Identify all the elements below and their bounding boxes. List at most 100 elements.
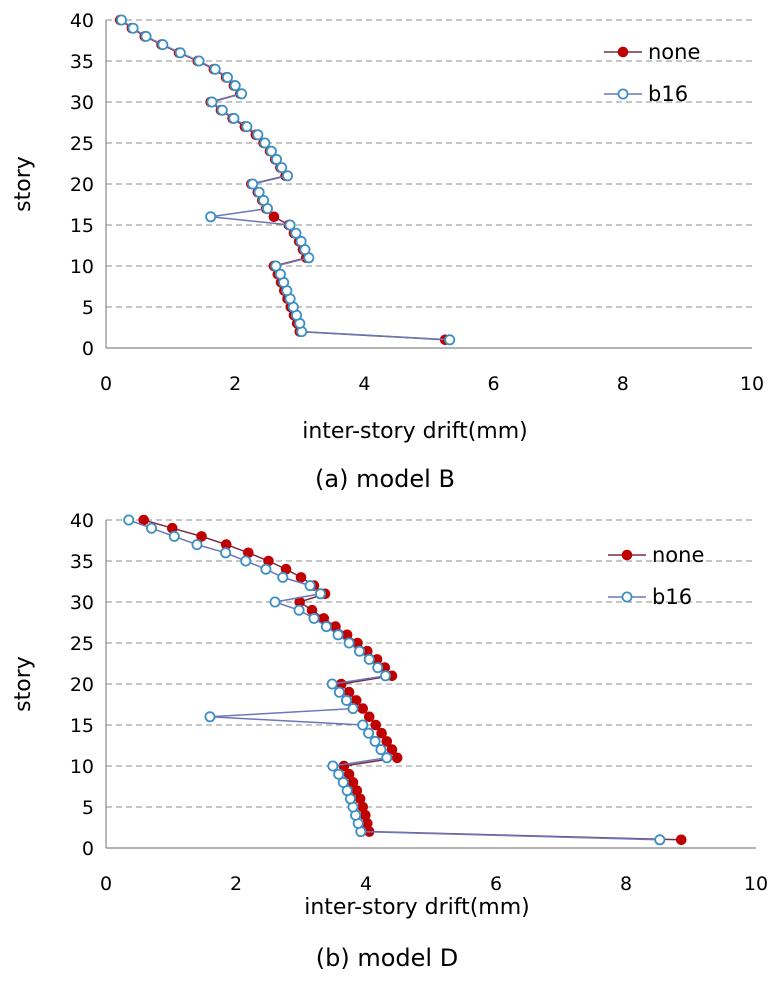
data-point-none (381, 736, 393, 747)
data-point-none (675, 834, 687, 846)
data-point-b16 (252, 129, 264, 141)
data-point-b16 (357, 719, 369, 731)
data-point-b16 (327, 760, 339, 772)
data-point-none (363, 711, 375, 723)
data-point-b16 (206, 96, 218, 108)
data-point-b16 (123, 514, 135, 526)
x-tick-label: 8 (620, 873, 632, 895)
figure-caption: (a) model B (315, 465, 455, 493)
data-point-none (391, 752, 403, 764)
x-tick-label: 10 (740, 373, 764, 395)
y-tick-label: 35 (70, 51, 94, 73)
data-point-b16 (333, 768, 345, 780)
y-tick-label: 30 (70, 592, 94, 614)
data-point-b16 (193, 55, 205, 67)
data-point-b16 (174, 47, 186, 59)
y-tick-label: 40 (70, 10, 94, 32)
data-point-b16 (375, 744, 387, 756)
data-point-b16 (277, 571, 289, 583)
data-point-b16 (326, 678, 338, 690)
y-axis-title: story (11, 656, 36, 712)
data-point-b16 (270, 260, 282, 272)
data-point-none (196, 531, 207, 542)
x-tick-label: 0 (100, 873, 112, 895)
data-point-b16 (379, 670, 391, 682)
data-point-none (370, 719, 382, 731)
data-point-b16 (293, 604, 305, 616)
x-axis-title: inter-story drift(mm) (304, 895, 530, 920)
data-point-b16 (654, 834, 666, 846)
data-point-b16 (276, 162, 288, 174)
data-point-b16 (320, 621, 332, 633)
legend-label-none: none (652, 543, 704, 567)
data-point-b16 (191, 539, 203, 551)
data-point-b16 (241, 121, 253, 133)
data-point-b16 (140, 30, 152, 42)
data-point-b16 (314, 588, 326, 600)
y-tick-label: 25 (70, 633, 94, 655)
data-point-b16 (337, 776, 349, 788)
x-tick-label: 2 (229, 373, 241, 395)
data-point-b16 (363, 727, 375, 739)
x-tick-label: 6 (490, 873, 502, 895)
data-point-b16 (127, 22, 139, 34)
legend-label-none: none (648, 40, 700, 64)
data-point-b16 (259, 137, 271, 149)
data-point-b16 (271, 153, 283, 165)
data-point-b16 (269, 596, 281, 608)
data-point-b16 (290, 227, 302, 239)
data-point-b16 (333, 686, 345, 698)
legend-label-b16: b16 (648, 82, 688, 106)
data-point-b16 (340, 694, 352, 706)
data-point-b16 (381, 752, 393, 764)
data-point-b16 (347, 703, 359, 715)
y-tick-label: 15 (70, 215, 94, 237)
x-tick-label: 10 (744, 873, 768, 895)
data-point-b16 (240, 555, 252, 567)
data-point-none (343, 768, 355, 780)
y-tick-label: 35 (70, 551, 94, 573)
data-point-b16 (205, 211, 217, 223)
legend-label-b16: b16 (652, 585, 692, 609)
data-point-b16 (282, 170, 294, 182)
y-tick-label: 30 (70, 92, 94, 114)
data-point-b16 (332, 629, 344, 641)
data-point-b16 (216, 104, 228, 116)
legend-marker-none (617, 46, 629, 58)
data-point-b16 (353, 645, 365, 657)
data-point-b16 (220, 547, 232, 559)
y-tick-label: 25 (70, 133, 94, 155)
data-point-b16 (444, 334, 456, 346)
data-point-b16 (236, 88, 248, 100)
data-point-none (376, 727, 387, 739)
chart-panel-b: 0 5 10 15 20 25 30 35 40 0 2 4 6 8 10 story inter-story … (11, 510, 768, 972)
y-tick-label: 40 (70, 510, 94, 532)
x-tick-label: 2 (230, 873, 242, 895)
data-point-b16 (260, 563, 272, 575)
y-tick-label: 10 (70, 256, 94, 278)
data-point-b16 (274, 268, 286, 280)
x-tick-label: 4 (360, 873, 372, 895)
y-tick-label: 0 (82, 338, 94, 360)
y-tick-label: 20 (70, 174, 94, 196)
data-point-b16 (363, 653, 375, 665)
legend-marker-b16 (621, 591, 633, 603)
y-tick-label: 20 (70, 674, 94, 696)
data-point-b16 (295, 235, 307, 247)
data-point-none (357, 703, 369, 714)
x-tick-label: 6 (488, 373, 500, 395)
x-tick-label: 8 (617, 373, 629, 395)
data-point-b16 (304, 580, 316, 592)
data-point-b16 (343, 637, 355, 649)
data-point-b16 (221, 71, 233, 83)
data-point-none (295, 572, 307, 583)
y-tick-label: 5 (82, 797, 94, 819)
legend-marker-none (621, 549, 633, 561)
data-point-b16 (284, 219, 296, 231)
y-tick-label: 5 (82, 297, 94, 319)
y-tick-label: 15 (70, 715, 94, 737)
data-point-b16 (204, 711, 216, 723)
data-point-b16 (308, 612, 320, 624)
data-point-none (268, 211, 280, 223)
